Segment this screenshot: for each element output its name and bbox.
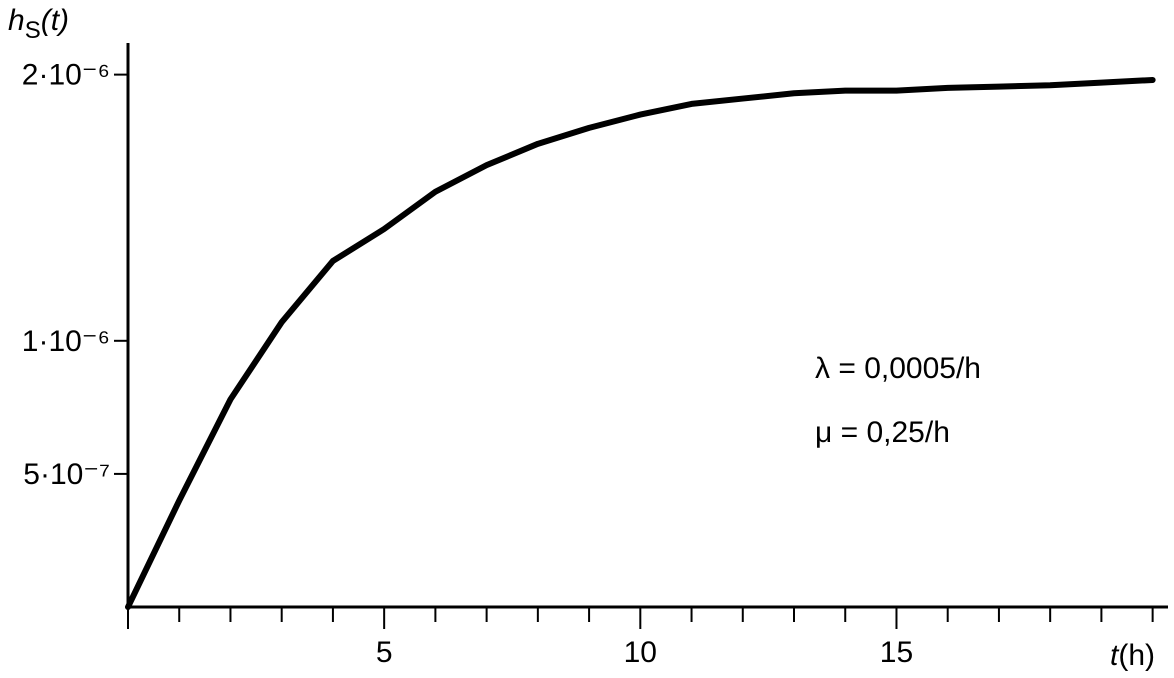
y-tick-label: 5·10⁻⁷ — [23, 458, 110, 491]
y-label-main: h — [8, 4, 25, 37]
x-axis-label: t(h) — [1110, 639, 1155, 672]
annotation: λ = 0,0005/h — [815, 352, 981, 385]
x-tick-label: 15 — [880, 636, 913, 669]
x-label-main: t — [1110, 639, 1120, 672]
x-tick-label: 5 — [376, 636, 393, 669]
x-tick-label: 10 — [624, 636, 657, 669]
x-label-rest: (h) — [1118, 639, 1155, 672]
y-axis-label: hS(t) — [8, 4, 69, 44]
y-tick-label: 1·10⁻⁶ — [22, 325, 110, 358]
y-label-rest: (t) — [41, 4, 69, 37]
y-label-sub: S — [25, 17, 41, 44]
data-line — [125, 76, 1156, 610]
annotation: μ = 0,25/h — [815, 416, 950, 449]
y-tick-label: 2·10⁻⁶ — [22, 59, 110, 92]
